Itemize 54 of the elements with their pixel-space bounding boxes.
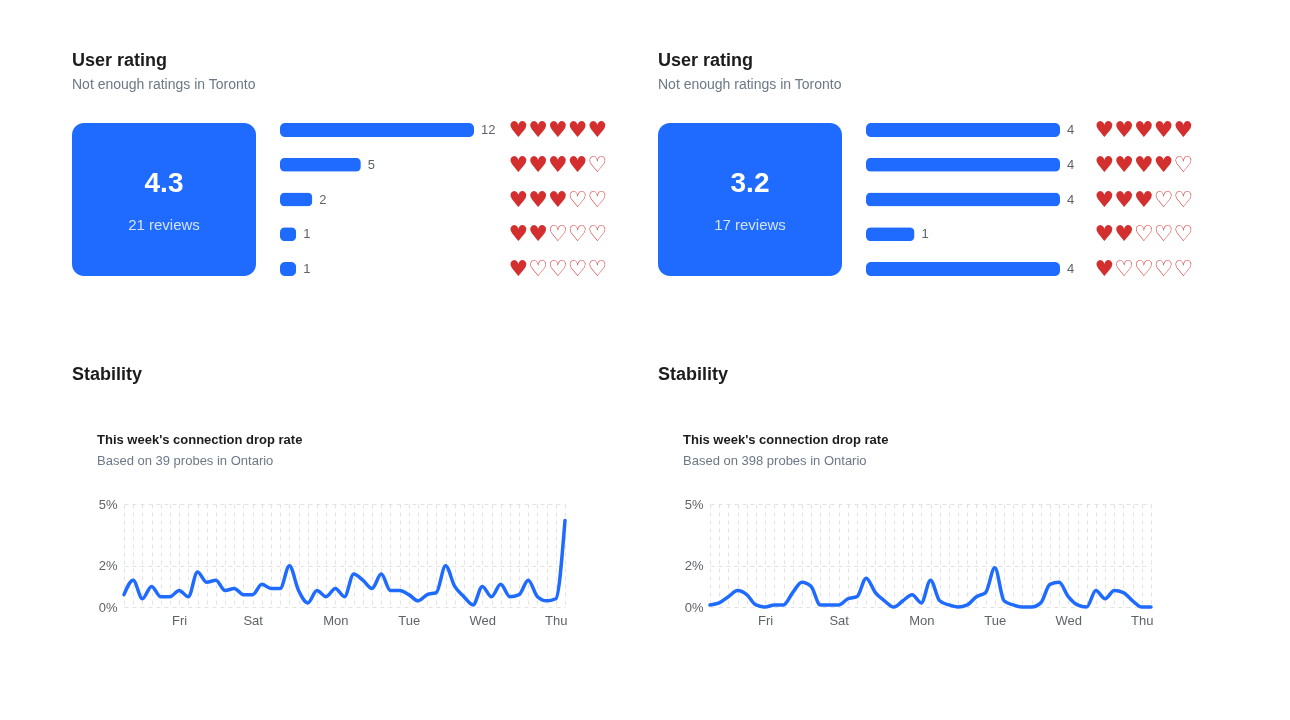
x-tick-label: Wed [469,612,497,628]
chart-title: This week's connection drop rate [683,432,889,447]
bar [280,123,474,137]
y-tick-label: ♥♥♡♡♡ [1094,221,1194,247]
y-tick-label: 5% [684,496,704,512]
y-tick-label: ♥♥♥♡♡ [508,186,608,212]
x-tick-label: Fri [758,612,774,628]
bar [280,157,361,172]
chart-subtitle: Based on 39 probes in Ontario [97,453,274,468]
x-tick-label: Sat [829,612,850,628]
text: Not enough ratings in Toronto [72,76,256,93]
x-tick-label: Mon [323,612,349,628]
text: Not enough ratings in Toronto [658,76,842,93]
x-tick-label: Mon [909,612,935,628]
text: User rating [72,50,168,71]
x-tick-label: Tue [984,612,1007,628]
data-label: 4 [1067,121,1075,137]
y-tick-label: ♥♥♥♥♡ [508,151,608,177]
text: Stability [72,364,143,384]
data-label: 4 [1067,261,1075,277]
text: 17 reviews [714,216,786,234]
x-tick-label: Thu [1131,612,1154,628]
x-tick-label: Sat [243,612,264,628]
y-tick-label: 5% [98,496,118,512]
x-tick-label: Tue [398,612,421,628]
y-tick-label: 0% [98,599,118,615]
data-label: 4 [1067,156,1075,172]
y-tick-label: 2% [684,558,704,574]
y-tick-label: ♥♥♥♥♥ [508,116,608,142]
data-label: 1 [303,226,311,242]
x-tick-label: Thu [545,612,568,628]
text: 4.3 [144,167,184,199]
y-tick-label: ♥♥♥♥♥ [1094,116,1194,142]
data-label: 2 [319,191,327,207]
y-tick-label: ♥♥♥♥♡ [1094,151,1194,177]
data-label: 5 [367,156,376,172]
x-tick-label: Wed [1055,612,1083,628]
y-tick-label: 2% [98,558,118,574]
text: User rating [658,50,754,71]
text: 21 reviews [128,216,200,234]
y-tick-label: ♥♡♡♡♡ [1094,256,1194,282]
chart-subtitle: Based on 398 probes in Ontario [683,453,867,468]
x-tick-label: Fri [172,612,188,628]
chart-title: This week's connection drop rate [97,432,303,447]
data-label: 4 [1067,191,1075,207]
data-label: 1 [303,261,311,277]
data-label: 1 [921,226,929,242]
y-tick-label: 0% [684,599,704,615]
text: Stability [658,364,729,384]
y-tick-label: ♥♡♡♡♡ [508,256,608,282]
y-tick-label: ♥♥♡♡♡ [508,221,608,247]
text: 3.2 [730,167,770,199]
data-label: 12 [481,121,496,137]
y-tick-label: ♥♥♥♡♡ [1094,186,1194,212]
